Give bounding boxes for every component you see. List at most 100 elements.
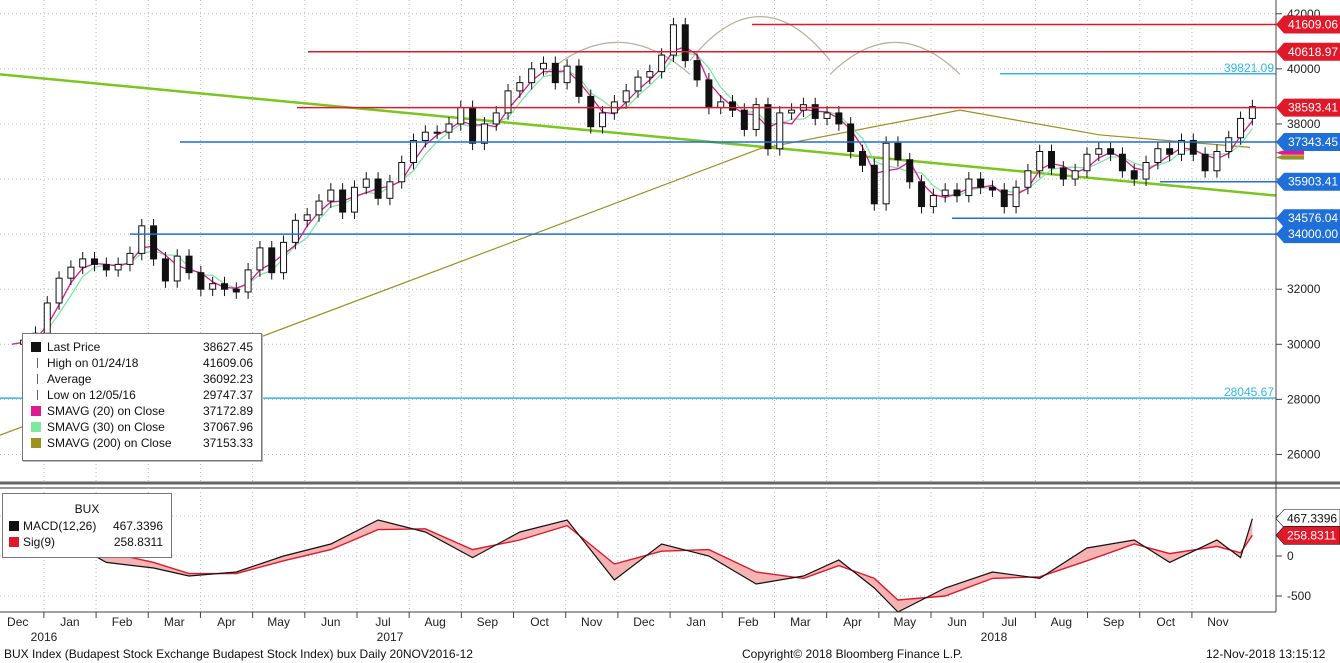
- legend-row: SMAVG (20) on Close 37172.89: [31, 404, 257, 419]
- candle-body: [480, 123, 488, 144]
- arc-curve: [829, 41, 961, 75]
- candle-body: [752, 104, 760, 130]
- candle-body: [1118, 153, 1126, 172]
- candle-body: [764, 104, 772, 150]
- legend-value: 37153.33: [202, 436, 253, 450]
- macd-legend: BUX MACD(12,26) 467.3396 Sig(9) 258.8311: [2, 493, 172, 558]
- candle-body: [1201, 153, 1209, 172]
- legend-value: 38627.45: [202, 340, 253, 354]
- candle-body: [1130, 170, 1138, 180]
- level-badge-label: 34000.00: [1288, 227, 1338, 241]
- candle-body: [220, 283, 228, 290]
- legend-row: Last Price 38627.45: [31, 340, 257, 355]
- candle-body: [669, 24, 677, 56]
- candle-body: [1012, 186, 1020, 208]
- macd-legend-row: MACD(12,26) 467.3396: [9, 519, 167, 534]
- candle-body: [788, 109, 796, 114]
- candle-body: [268, 247, 276, 274]
- legend-name: Average: [47, 372, 92, 386]
- candle-body: [1083, 153, 1091, 172]
- x-month-label: Sep: [477, 615, 499, 629]
- x-month-label: Oct: [530, 615, 549, 629]
- candle-body: [102, 263, 110, 271]
- candle-body: [894, 142, 902, 161]
- x-month-label: Jul: [375, 615, 390, 629]
- arc-curve: [689, 16, 831, 61]
- x-month-label: Mar: [790, 615, 811, 629]
- candle-body: [528, 68, 536, 84]
- x-month-label: Oct: [1156, 615, 1175, 629]
- level-badge-label: 37343.45: [1288, 135, 1338, 149]
- candle-body: [1189, 139, 1197, 155]
- macd-value: 467.3396: [112, 519, 163, 533]
- candle-body: [965, 178, 973, 197]
- candle-body: [681, 24, 689, 62]
- x-month-label: May: [893, 615, 916, 629]
- level-badge: [1276, 225, 1340, 244]
- legend-swatch: [31, 438, 41, 448]
- level-badge: [1276, 209, 1340, 228]
- candle-body: [79, 258, 87, 268]
- candle-body: [870, 164, 878, 205]
- candle-body: [138, 225, 146, 254]
- candle-body: [551, 62, 559, 84]
- candle-body: [539, 62, 547, 70]
- x-month-label: Jan: [60, 615, 79, 629]
- candle-body: [988, 186, 996, 191]
- legend-name: Last Price: [47, 340, 101, 354]
- level-badge: [1276, 98, 1340, 117]
- candle-body: [646, 71, 654, 78]
- legend-value: 41609.06: [202, 356, 253, 370]
- candle-body: [280, 241, 288, 274]
- legend-row: Average 36092.23: [31, 372, 257, 387]
- ma-badge: [1276, 150, 1304, 155]
- x-month-label: Dec: [7, 615, 28, 629]
- legend-row: SMAVG (30) on Close 37067.96: [31, 420, 257, 435]
- candle-body: [150, 225, 158, 260]
- candle-body: [929, 195, 937, 208]
- y-tick-label: 30000: [1287, 337, 1321, 351]
- price-legend: Last Price 38627.45 High on 01/24/18 41609.…: [22, 333, 262, 461]
- candle-body: [374, 178, 382, 199]
- signal-swatch: [9, 537, 19, 547]
- candle-body: [114, 263, 122, 271]
- macd-badge: [1275, 509, 1340, 528]
- candle-body: [516, 82, 524, 92]
- x-year-label: 2016: [31, 630, 58, 644]
- candle-body: [457, 106, 465, 125]
- candle-body: [1000, 189, 1008, 208]
- macd-tick-label: 0: [1287, 549, 1294, 563]
- legend-value: 29747.37: [202, 388, 253, 402]
- candle-body: [941, 189, 949, 197]
- level-badge-label: 34576.04: [1288, 211, 1338, 225]
- candle-body: [197, 272, 205, 290]
- level-badge: [1276, 15, 1340, 34]
- candles: [20, 17, 1256, 352]
- legend-swatch: [31, 342, 41, 352]
- x-month-label: Nov: [581, 615, 602, 629]
- candle-body: [1154, 148, 1162, 164]
- main-grid: [0, 0, 1340, 612]
- legend-name: High on 01/24/18: [47, 356, 139, 370]
- legend-row: High on 01/24/18 41609.06: [31, 356, 257, 371]
- level-badge-label: 41609.06: [1288, 18, 1338, 32]
- candle-body: [362, 178, 370, 188]
- candle-body: [717, 101, 725, 108]
- candle-body: [1107, 148, 1115, 155]
- candle-body: [705, 79, 713, 108]
- footer-timestamp: 12-Nov-2018 13:15:12: [1206, 647, 1326, 661]
- candle-body: [433, 131, 441, 134]
- candle-body: [740, 109, 748, 130]
- candle-body: [315, 200, 323, 216]
- sma20-line: [11, 46, 1253, 345]
- candle-body: [256, 247, 264, 271]
- candle-body: [291, 219, 299, 243]
- candle-body: [350, 186, 358, 213]
- footer-copyright: Copyright© 2018 Bloomberg Finance L.P.: [742, 647, 963, 661]
- x-month-label: May: [267, 615, 290, 629]
- candle-body: [906, 159, 914, 183]
- macd-badge-label: 467.3396: [1287, 512, 1337, 526]
- candle-body: [492, 112, 500, 125]
- level-label: 28045.67: [1224, 385, 1274, 399]
